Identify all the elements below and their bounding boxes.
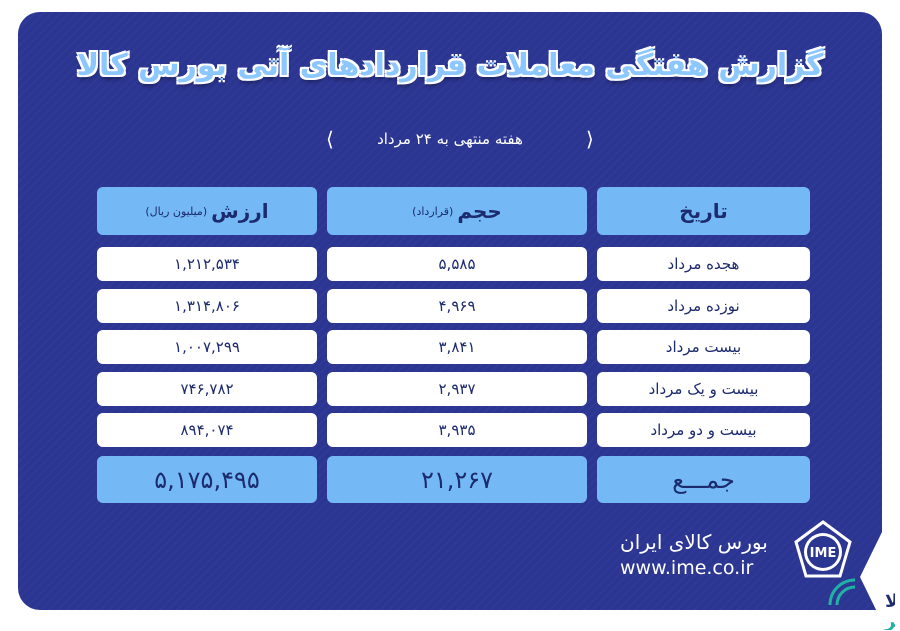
row-value-cell: ۱,۳۱۴,۸۰۶ [97,289,317,323]
header-date-label: تاریخ [679,199,728,223]
row-date-cell: هجده مرداد [597,247,810,281]
ribbon-notch [860,532,882,622]
row-value-cell: ۸۹۴,۰۷۴ [97,413,317,447]
total-volume: ۲۱,۲۶۷ [327,456,587,503]
total-value: ۵,۱۷۵,۴۹۵ [97,456,317,503]
row-date-cell: نوزده مرداد [597,289,810,323]
row-value-cell: ۷۴۶,۷۸۲ [97,372,317,406]
watermark-logo-icon: کالا خبر [828,578,895,630]
total-label: جمـــع [597,456,810,503]
page-title: گزارش هفتگی معاملات قراردادهای آتی بورس … [76,48,824,83]
svg-text:خبر: خبر [884,611,895,630]
ime-logo-icon: IME [794,520,852,578]
row-value-cell: ۱,۲۱۲,۵۳۴ [97,247,317,281]
row-volume-cell: ۴,۹۶۹ [327,289,587,323]
row-volume-cell: ۲,۹۳۷ [327,372,587,406]
header-volume-label: حجم [457,199,502,223]
header-volume: حجم (قرارداد) [327,187,587,235]
footer-org-name: بورس کالای ایران [620,530,768,554]
bracket-right-icon: ⟩ [586,127,594,151]
header-value-label: ارزش [211,199,269,223]
row-volume-cell: ۵,۵۸۵ [327,247,587,281]
row-volume-cell: ۳,۸۴۱ [327,330,587,364]
row-date-cell: بیست مرداد [597,330,810,364]
row-volume-cell: ۳,۹۳۵ [327,413,587,447]
header-date: تاریخ [597,187,810,235]
subtitle: هفته منتهی به ۲۴ مرداد [377,130,523,148]
header-value-unit: (میلیون ریال) [145,204,208,218]
svg-text:IME: IME [810,546,837,561]
svg-text:کالا: کالا [885,591,895,612]
footer-url: www.ime.co.ir [620,557,754,579]
row-date-cell: بیست و دو مرداد [597,413,810,447]
header-volume-unit: (قرارداد) [412,204,454,218]
bracket-left-icon: ⟨ [326,127,334,151]
row-value-cell: ۱,۰۰۷,۲۹۹ [97,330,317,364]
header-value: ارزش (میلیون ریال) [97,187,317,235]
row-date-cell: بیست و یک مرداد [597,372,810,406]
